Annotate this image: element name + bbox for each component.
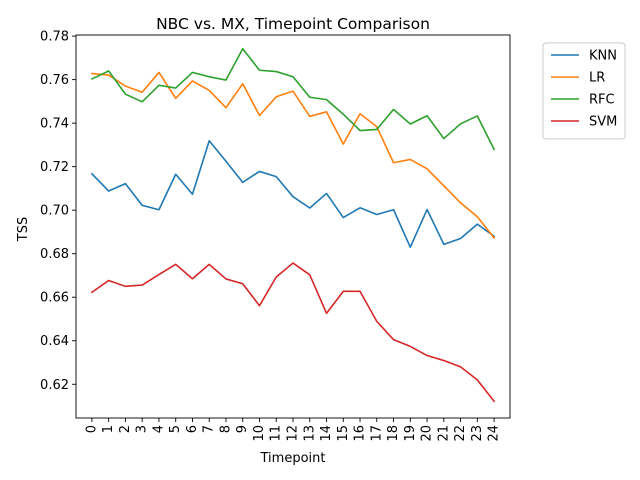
x-tick-label: 6 — [185, 425, 200, 433]
legend-label-rfc: RFC — [589, 93, 615, 108]
x-tick-label: 19 — [403, 425, 418, 442]
legend: KNN LR RFC SVM — [542, 42, 626, 140]
series-line-svm — [90, 262, 496, 403]
y-tick-label: 0.78 — [40, 30, 69, 45]
x-tick-label: 7 — [202, 425, 217, 433]
chart-title: NBC vs. MX, Timepoint Comparison — [156, 15, 430, 33]
x-tick-label: 22 — [453, 425, 468, 442]
x-tick-label: 3 — [135, 425, 150, 433]
y-axis-label: TSS — [16, 217, 31, 242]
y-tick-label: 0.70 — [40, 204, 69, 219]
plot-area: 0 1 2 3 4 5 6 7 8 9 10 11 12 13 14 15 16 17 18 19 20 21 22 23 24… — [40, 30, 511, 442]
y-tick-label: 0.76 — [40, 73, 69, 88]
legend-label-svm: SVM — [589, 115, 617, 130]
x-tick-label: 18 — [386, 425, 401, 442]
y-tick-label: 0.64 — [40, 334, 69, 349]
x-tick-label: 5 — [168, 425, 183, 433]
legend-label-lr: LR — [589, 71, 605, 86]
x-tick-label: 2 — [118, 425, 133, 433]
x-tick-label: 11 — [269, 425, 284, 442]
x-tick-label: 4 — [151, 425, 166, 433]
x-tick-label: 21 — [436, 425, 451, 442]
x-tick-label: 20 — [420, 425, 435, 442]
legend-box — [542, 42, 626, 140]
legend-label-knn: KNN — [589, 49, 617, 64]
y-tick-label: 0.72 — [40, 160, 69, 175]
y-tick-label: 0.66 — [40, 291, 69, 306]
x-tick-label: 15 — [336, 425, 351, 442]
x-tick-label: 9 — [235, 425, 250, 433]
x-tick-label: 17 — [369, 425, 384, 442]
x-tick-label: 13 — [302, 425, 317, 442]
x-axis-label: Timepoint — [260, 451, 326, 466]
y-tick-label: 0.68 — [40, 247, 69, 262]
x-tick-label: 0 — [84, 425, 99, 433]
y-tick-label: 0.62 — [40, 378, 69, 393]
x-tick-label: 12 — [286, 425, 301, 442]
x-tick-label: 14 — [319, 425, 334, 442]
x-tick-label: 10 — [252, 425, 267, 442]
x-tick-label: 24 — [487, 425, 502, 442]
x-tick-label: 16 — [353, 425, 368, 442]
series-line-knn — [90, 139, 496, 248]
y-tick-label: 0.74 — [40, 117, 69, 132]
x-tick-label: 1 — [101, 425, 116, 433]
series-line-rfc — [90, 47, 496, 151]
x-tick-label: 8 — [218, 425, 233, 433]
series-line-lr — [91, 71, 496, 239]
x-tick-label: 23 — [470, 425, 485, 442]
